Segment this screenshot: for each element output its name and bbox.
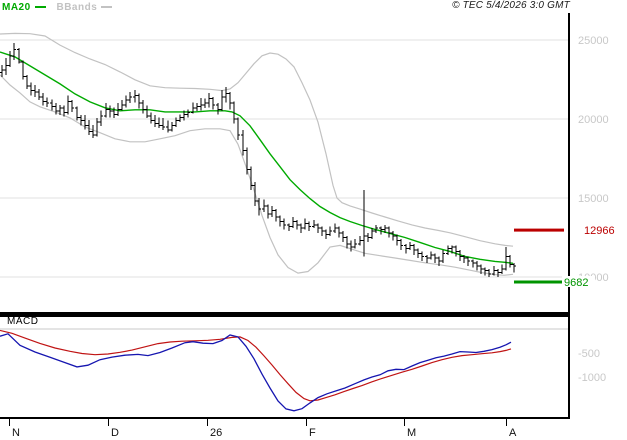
legend: MA20 BBands	[2, 2, 113, 14]
support-label-backplate	[562, 276, 595, 287]
price-tick-label: 25000	[578, 35, 609, 47]
ohlc-bars	[0, 43, 516, 277]
month-label: 26	[210, 427, 222, 439]
panel-separator	[0, 312, 569, 317]
bbands-line-swatch	[101, 6, 113, 9]
macd-panel-label: MACD	[7, 316, 39, 327]
ma20-line-swatch	[34, 6, 46, 9]
month-tick	[9, 419, 507, 426]
ma20-line	[0, 51, 514, 264]
month-label: N	[12, 427, 20, 439]
month-label: A	[509, 427, 517, 439]
month-label: D	[111, 427, 119, 439]
support-line	[514, 280, 564, 284]
price-tick-label: 20000	[578, 114, 609, 126]
macd-tick-label: -500	[578, 348, 600, 360]
bollinger-lower-line	[0, 74, 514, 276]
support-label: 9682	[564, 277, 588, 289]
bollinger-upper-line	[0, 32, 514, 247]
month-label: F	[309, 427, 316, 439]
resistance-line	[514, 228, 564, 232]
chart-timestamp: © TEC 5/4/2026 3:0 GMT	[452, 0, 570, 11]
right-axis-border	[568, 13, 570, 419]
macd-tick-label: -1000	[578, 372, 606, 384]
macd-line	[0, 333, 512, 412]
x-axis-line	[0, 417, 569, 419]
legend-ma20-label: MA20	[2, 2, 31, 13]
price-tick-label: 15000	[578, 193, 609, 205]
resistance-label: 12966	[584, 225, 615, 237]
month-label: M	[407, 427, 416, 439]
legend-bbands-label: BBands	[56, 2, 98, 13]
macd-signal-line	[0, 329, 512, 402]
